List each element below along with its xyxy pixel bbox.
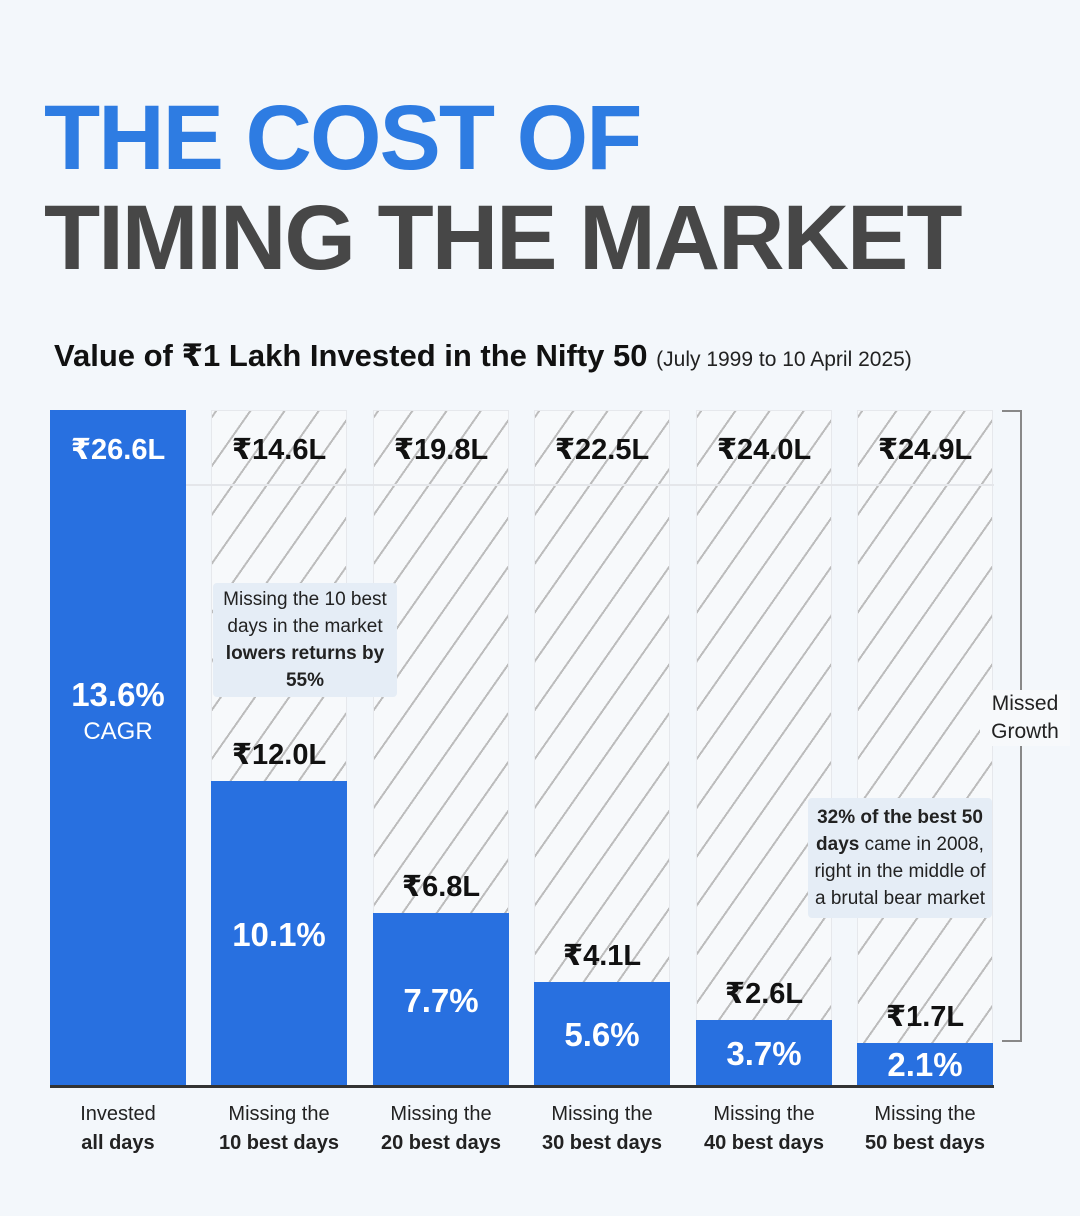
value-label: ₹1.7L [885, 1000, 965, 1033]
missed-growth-value: ₹22.5L [554, 434, 650, 466]
value-label: ₹6.8L [401, 871, 481, 904]
x-label-line1: Missing the [228, 1103, 330, 1125]
missed-growth-value: ₹14.6L [231, 434, 327, 466]
x-label-line2: all days [81, 1132, 155, 1154]
x-label-line1: Invested [80, 1103, 156, 1125]
chart-subtitle: Value of ₹1 Lakh Invested in the Nifty 5… [54, 338, 912, 374]
x-axis-label: Missing the 50 best days [850, 1100, 1000, 1158]
bar [534, 981, 670, 1086]
missed-growth-value: ₹19.8L [393, 434, 489, 466]
annotation-10-days: Missing the 10 best days in the market l… [213, 583, 397, 697]
x-axis-label: Invested all days [43, 1100, 193, 1158]
cagr-label: 5.6% [564, 1015, 640, 1053]
gridline [186, 484, 994, 486]
missed-growth-label: Missed Growth [980, 690, 1070, 746]
growth-word: Growth [991, 720, 1059, 743]
x-label-line1: Missing the [874, 1103, 976, 1125]
annotation-text: Missing the 10 best days in the market [223, 589, 387, 637]
bar [857, 1042, 993, 1086]
x-label-line1: Missing the [713, 1103, 815, 1125]
x-label-line2: 40 best days [703, 1132, 825, 1154]
bar [211, 781, 347, 1086]
missed-word: Missed [991, 692, 1059, 715]
x-label-line1: Missing the [551, 1103, 653, 1125]
x-label-line2: 50 best days [864, 1132, 986, 1154]
missed-growth-value: ₹26.6L [70, 434, 166, 466]
x-label-line2: 30 best days [541, 1132, 663, 1154]
title-line-1: THE COST OF [44, 87, 642, 189]
bar [696, 1019, 832, 1086]
missed-growth-value: ₹24.9L [877, 434, 973, 466]
annotation-50-days: 32% of the best 50 days came in 2008, ri… [808, 798, 992, 918]
x-label-line1: Missing the [390, 1103, 492, 1125]
x-axis-label: Missing the 20 best days [366, 1100, 516, 1158]
missed-growth-column [534, 410, 670, 1086]
cagr-label: 2.1% [887, 1046, 963, 1084]
x-label-line2: 20 best days [380, 1132, 502, 1154]
cagr-label: 7.7% [403, 981, 479, 1019]
x-axis-label: Missing the 40 best days [689, 1100, 839, 1158]
x-label-line2: 10 best days [218, 1132, 340, 1154]
annotation-text: came in 2008, right in the middle of a b… [814, 834, 986, 909]
annotation-bold: 32% of the best 50 days [816, 807, 983, 855]
missed-growth-value: ₹24.0L [716, 434, 812, 466]
missed-growth-column [857, 410, 993, 1086]
cagr-label: 10.1% [232, 915, 326, 953]
missed-growth-column [696, 410, 832, 1086]
chart-title: Value of ₹1 Lakh Invested in the Nifty 5… [54, 338, 648, 373]
value-label: ₹4.1L [562, 939, 642, 972]
bar [50, 410, 186, 1086]
title-line-2: TIMING THE MARKET [44, 187, 963, 289]
cagr-caption: CAGR [83, 718, 153, 745]
bar [373, 913, 509, 1086]
date-range: (July 1999 to 10 April 2025) [656, 348, 912, 371]
annotation-bold: lowers returns by 55% [225, 643, 385, 691]
cagr-label: 13.6% [71, 676, 165, 713]
value-label: ₹2.6L [724, 977, 804, 1010]
x-axis-baseline [50, 1085, 994, 1088]
value-label: ₹12.0L [231, 739, 327, 772]
cagr-label: 3.7% [726, 1034, 802, 1072]
x-axis-label: Missing the 10 best days [204, 1100, 354, 1158]
x-axis-label: Missing the 30 best days [527, 1100, 677, 1158]
